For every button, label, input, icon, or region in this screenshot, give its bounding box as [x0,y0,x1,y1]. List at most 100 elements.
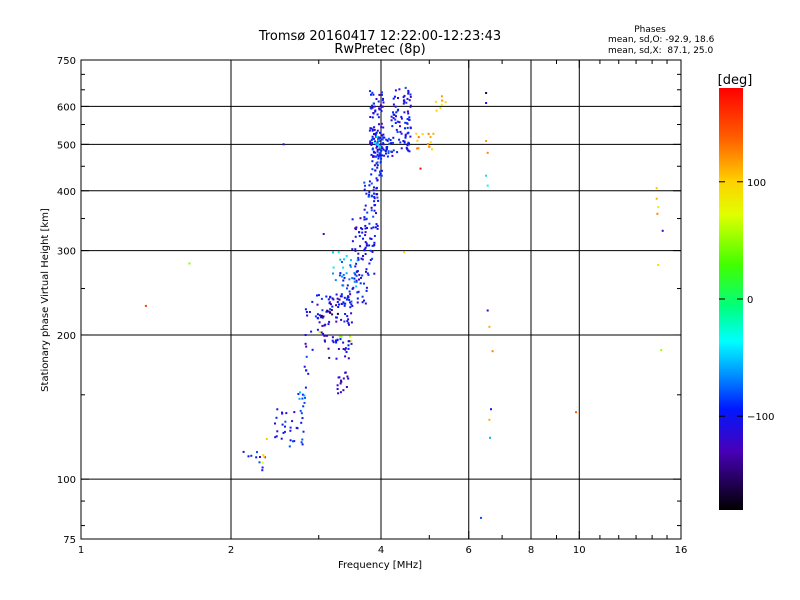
data-point [376,224,379,227]
data-point [355,262,358,265]
data-point [387,150,390,153]
data-point [347,296,350,299]
data-point [373,192,376,195]
data-point [328,301,331,304]
data-point [355,226,358,229]
data-point [374,140,376,143]
data-point [387,152,390,155]
data-point [370,143,373,146]
data-point [370,138,373,141]
data-point [364,253,367,255]
data-point [380,110,383,113]
data-point [370,227,373,230]
data-point [370,209,373,212]
data-point [305,311,308,313]
data-point [371,91,374,94]
data-point [373,243,376,246]
data-point [347,377,350,380]
data-point [318,321,321,324]
data-point [440,95,443,98]
data-point [386,139,389,142]
data-point [364,184,366,187]
data-point [320,314,323,317]
data-point [332,341,335,344]
data-point [291,420,294,423]
data-point [337,348,340,350]
data-point [362,237,364,240]
data-point [408,150,411,153]
data-point [340,335,343,338]
data-point [338,335,341,338]
data-point [344,355,347,358]
data-point [361,228,364,231]
data-point [300,421,303,424]
data-point [394,105,397,108]
data-point [354,280,357,283]
data-point [332,298,335,301]
data-point [361,301,364,304]
data-point [280,437,283,440]
data-point [408,118,411,121]
data-point [371,135,374,138]
data-point [349,335,351,338]
data-point [342,279,345,282]
data-point [376,145,378,148]
data-point [376,179,379,182]
data-point [390,115,393,118]
data-point [373,105,376,108]
data-point [329,308,332,311]
data-point [331,313,334,316]
data-point [657,264,660,266]
data-point [374,141,377,144]
data-point [338,303,340,306]
data-point [301,417,304,420]
data-point [407,112,410,115]
data-point [657,206,660,208]
data-point [304,396,306,399]
data-point [345,272,348,275]
data-point [416,147,419,150]
x-tick-label: 10 [573,545,586,556]
data-point [409,95,412,98]
data-point [485,92,488,94]
data-point [372,155,374,158]
data-point [382,133,385,136]
data-point [368,184,371,187]
data-point [377,199,380,202]
chart-subtitle: RwPretec (8p) [334,42,425,57]
data-point [387,137,390,140]
data-point [314,315,317,318]
data-point [385,138,388,141]
data-point [342,284,345,287]
data-point [440,103,443,106]
data-point [380,174,383,177]
data-point [428,145,431,148]
data-point [374,132,377,135]
data-point [377,139,380,142]
data-point [380,157,383,160]
data-point [335,316,338,319]
data-point [320,316,322,319]
data-point [403,140,406,143]
data-point [346,375,349,378]
data-point [368,129,371,132]
data-point [284,420,287,423]
data-point [394,89,397,92]
data-point [342,389,345,392]
x-tick-label: 6 [466,545,472,556]
data-point [404,121,407,124]
data-point [297,393,300,395]
data-point [365,244,368,247]
data-point [347,318,350,321]
data-point [353,272,356,275]
data-point [358,273,361,276]
data-point [263,455,266,458]
data-point [256,451,258,454]
data-point [339,382,342,385]
data-point [320,331,323,334]
data-point [349,266,352,268]
data-point [350,303,353,306]
data-point [375,223,378,226]
data-point [406,126,409,129]
data-point [376,153,379,156]
